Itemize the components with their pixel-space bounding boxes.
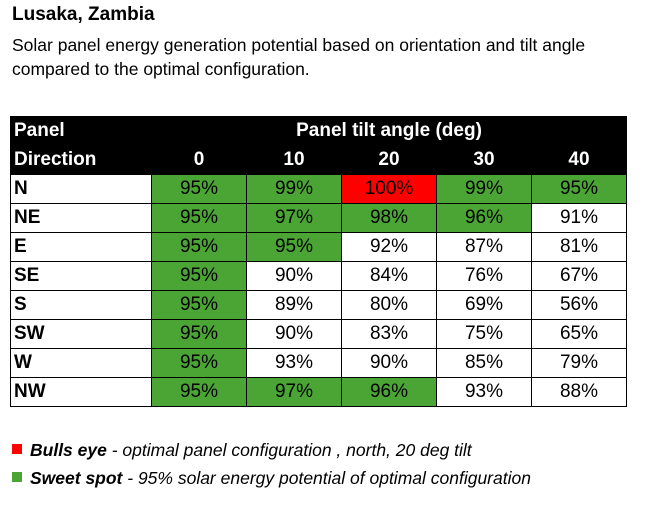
table-row: NW 95% 97% 96% 93% 88% bbox=[10, 377, 627, 407]
legend-item-sweet-spot: Sweet spot - 95% solar energy potential … bbox=[12, 468, 531, 489]
table-row: N 95% 99% 100% 99% 95% bbox=[10, 174, 627, 204]
value-cell: 97% bbox=[246, 377, 342, 407]
legend-item-bulls-eye: Bulls eye - optimal panel configuration … bbox=[12, 440, 472, 461]
tilt-column-header: 0 bbox=[151, 145, 247, 175]
value-cell: 95% bbox=[246, 232, 342, 262]
value-cell: 96% bbox=[341, 377, 437, 407]
solar-table: Panel Panel tilt angle (deg) Direction 0… bbox=[10, 116, 627, 407]
value-cell: 92% bbox=[341, 232, 437, 262]
value-cell: 75% bbox=[436, 319, 532, 349]
direction-label: S bbox=[10, 290, 152, 320]
tilt-column-header: 20 bbox=[341, 145, 437, 175]
value-cell: 90% bbox=[341, 348, 437, 378]
table-row: E 95% 95% 92% 87% 81% bbox=[10, 232, 627, 262]
chart-subtitle: Solar panel energy generation potential … bbox=[12, 35, 586, 79]
chart-title: Lusaka, Zambia bbox=[12, 4, 155, 25]
value-cell: 95% bbox=[151, 261, 247, 291]
value-cell: 95% bbox=[151, 319, 247, 349]
sweet-spot-swatch bbox=[12, 472, 22, 482]
direction-label: SE bbox=[10, 261, 152, 291]
value-cell: 90% bbox=[246, 319, 342, 349]
table-row: NE 95% 97% 98% 96% 91% bbox=[10, 203, 627, 233]
value-cell: 93% bbox=[246, 348, 342, 378]
legend-name: Sweet spot bbox=[30, 468, 123, 488]
value-cell: 65% bbox=[531, 319, 627, 349]
table-row: SE 95% 90% 84% 76% 67% bbox=[10, 261, 627, 291]
direction-label: SW bbox=[10, 319, 152, 349]
value-cell: 99% bbox=[436, 174, 532, 204]
value-cell: 95% bbox=[151, 232, 247, 262]
row-header-label-line1: Panel bbox=[10, 116, 152, 146]
direction-label: W bbox=[10, 348, 152, 378]
value-cell: 95% bbox=[151, 377, 247, 407]
value-cell: 84% bbox=[341, 261, 437, 291]
value-cell: 96% bbox=[436, 203, 532, 233]
value-cell: 100% bbox=[341, 174, 437, 204]
value-cell: 81% bbox=[531, 232, 627, 262]
value-cell: 93% bbox=[436, 377, 532, 407]
value-cell: 88% bbox=[531, 377, 627, 407]
column-group-label: Panel tilt angle (deg) bbox=[151, 116, 627, 146]
legend-description: - optimal panel configuration , north, 2… bbox=[106, 440, 472, 460]
bulls-eye-swatch bbox=[12, 444, 22, 454]
tilt-column-header: 30 bbox=[436, 145, 532, 175]
direction-label: N bbox=[10, 174, 152, 204]
table-row: SW 95% 90% 83% 75% 65% bbox=[10, 319, 627, 349]
table-row: W 95% 93% 90% 85% 79% bbox=[10, 348, 627, 378]
direction-label: E bbox=[10, 232, 152, 262]
value-cell: 56% bbox=[531, 290, 627, 320]
value-cell: 95% bbox=[151, 203, 247, 233]
value-cell: 83% bbox=[341, 319, 437, 349]
value-cell: 67% bbox=[531, 261, 627, 291]
value-cell: 91% bbox=[531, 203, 627, 233]
value-cell: 79% bbox=[531, 348, 627, 378]
direction-label: NW bbox=[10, 377, 152, 407]
value-cell: 95% bbox=[151, 348, 247, 378]
value-cell: 76% bbox=[436, 261, 532, 291]
value-cell: 97% bbox=[246, 203, 342, 233]
value-cell: 69% bbox=[436, 290, 532, 320]
value-cell: 99% bbox=[246, 174, 342, 204]
row-header-label-line2: Direction bbox=[10, 145, 152, 175]
value-cell: 85% bbox=[436, 348, 532, 378]
value-cell: 95% bbox=[531, 174, 627, 204]
table-row: S 95% 89% 80% 69% 56% bbox=[10, 290, 627, 320]
value-cell: 87% bbox=[436, 232, 532, 262]
value-cell: 95% bbox=[151, 290, 247, 320]
direction-label: NE bbox=[10, 203, 152, 233]
legend-description: - 95% solar energy potential of optimal … bbox=[122, 468, 531, 488]
value-cell: 90% bbox=[246, 261, 342, 291]
value-cell: 98% bbox=[341, 203, 437, 233]
legend-name: Bulls eye bbox=[30, 440, 107, 460]
value-cell: 80% bbox=[341, 290, 437, 320]
tilt-column-header: 10 bbox=[246, 145, 342, 175]
tilt-column-header: 40 bbox=[531, 145, 627, 175]
value-cell: 95% bbox=[151, 174, 247, 204]
value-cell: 89% bbox=[246, 290, 342, 320]
